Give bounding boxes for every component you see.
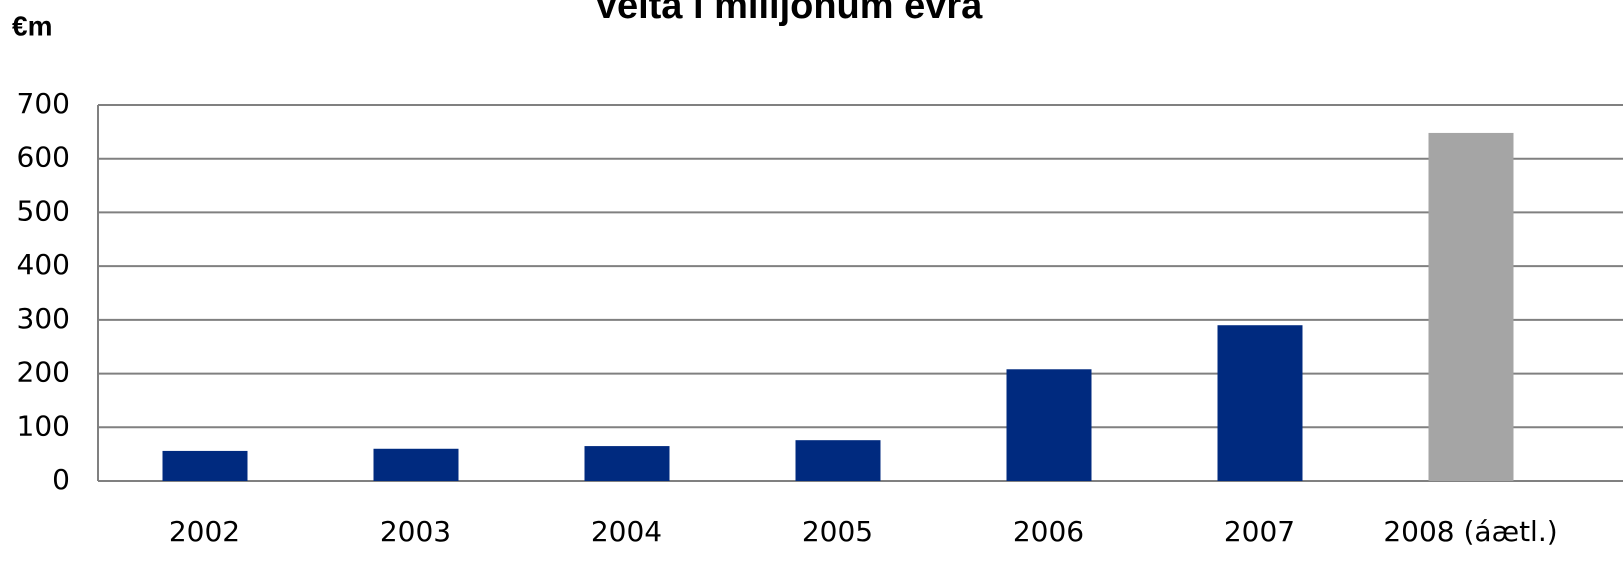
x-tick-label: 2002	[169, 515, 240, 548]
x-tick-label: 2003	[380, 515, 451, 548]
y-tick-label: 200	[17, 356, 70, 389]
y-tick-label: 0	[52, 463, 70, 496]
x-tick-label: 2005	[802, 515, 873, 548]
y-tick-label: 100	[17, 409, 70, 442]
y-tick-label: 300	[17, 302, 70, 335]
bar	[1428, 132, 1514, 481]
y-tick-label: 500	[17, 194, 70, 227]
y-axis-label: €m	[12, 10, 52, 41]
x-tick-label: 2008 (áætl.)	[1383, 515, 1557, 548]
bar	[795, 440, 881, 481]
bar	[1006, 369, 1092, 481]
y-tick-label: 600	[17, 141, 70, 174]
bar	[584, 446, 670, 481]
bar	[373, 448, 459, 481]
x-tick-label: 2007	[1224, 515, 1295, 548]
x-tick-label: 2006	[1013, 515, 1084, 548]
y-tick-label: 700	[17, 87, 70, 120]
chart-title: Velta í milljónum evra	[594, 0, 983, 27]
bar	[1217, 325, 1303, 481]
bar	[162, 450, 248, 481]
x-tick-label: 2004	[591, 515, 662, 548]
y-tick-label: 400	[17, 248, 70, 281]
